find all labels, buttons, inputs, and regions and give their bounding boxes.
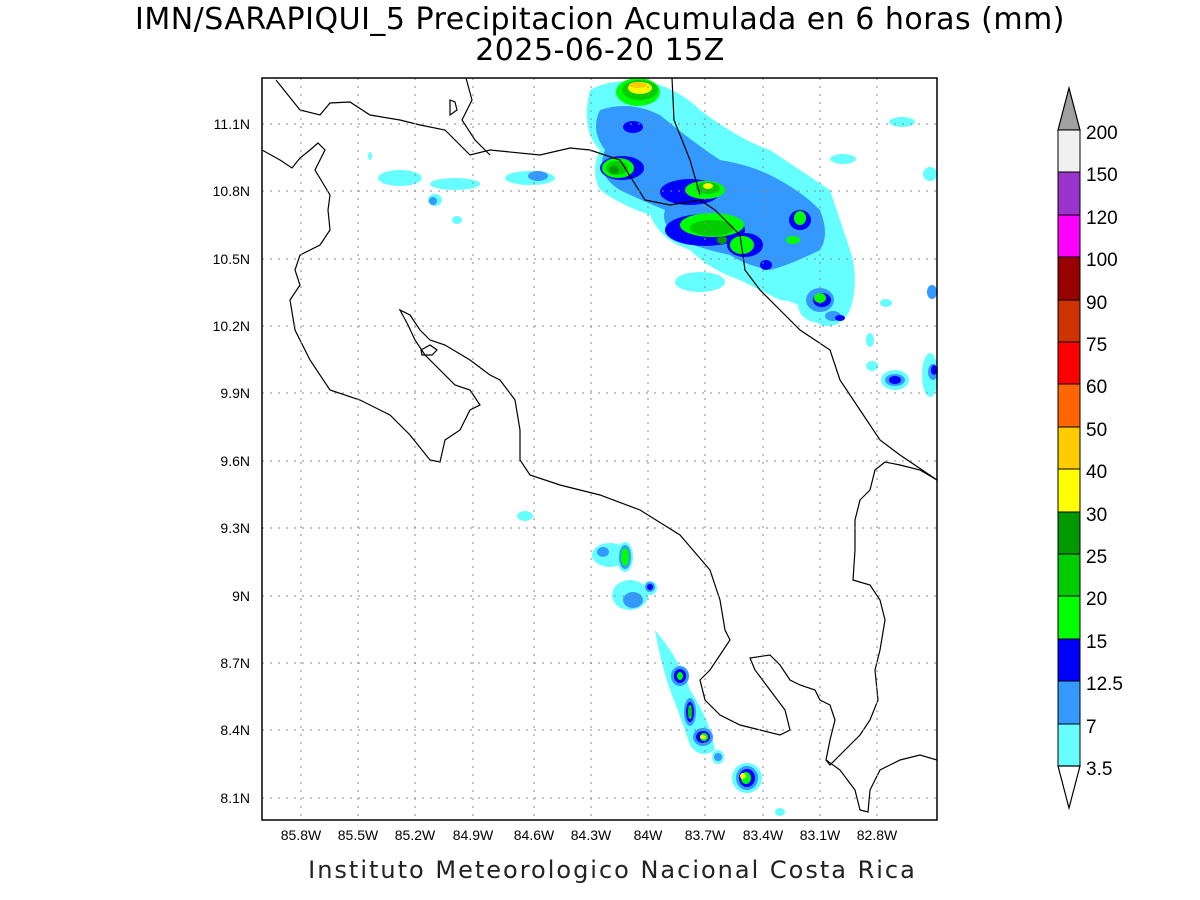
lon-tick-label: 84.3W bbox=[571, 827, 612, 843]
lat-tick-label: 9N bbox=[232, 588, 250, 604]
legend-label: 3.5 bbox=[1086, 759, 1112, 780]
legend-swatch bbox=[1057, 511, 1081, 555]
legend-label: 90 bbox=[1086, 293, 1107, 314]
legend-label: 12.5 bbox=[1086, 674, 1123, 695]
map-title: IMN/SARAPIQUI_5 Precipitacion Acumulada … bbox=[135, 2, 1065, 37]
legend-swatch bbox=[1057, 256, 1081, 301]
lat-tick-label: 9.6N bbox=[220, 453, 250, 469]
lat-tick-label: 8.1N bbox=[220, 790, 250, 806]
legend-label: 25 bbox=[1086, 547, 1107, 568]
legend-label: 30 bbox=[1086, 505, 1107, 526]
lat-tick-label: 10.5N bbox=[213, 251, 250, 267]
lat-tick-label: 9.9N bbox=[220, 385, 250, 401]
lat-tick-label: 11.1N bbox=[214, 116, 250, 132]
legend-label: 20 bbox=[1086, 589, 1107, 610]
legend-swatch bbox=[1057, 638, 1081, 682]
legend-swatch bbox=[1057, 383, 1081, 428]
legend-label: 7 bbox=[1086, 717, 1097, 738]
legend-swatch bbox=[1057, 299, 1081, 343]
legend-swatch bbox=[1057, 553, 1081, 597]
lon-tick-label: 83.4W bbox=[743, 827, 784, 843]
lon-tick-label: 84W bbox=[634, 827, 664, 843]
legend-swatch bbox=[1057, 680, 1081, 725]
lat-tick-label: 10.8N bbox=[213, 183, 250, 199]
legend-label: 150 bbox=[1086, 165, 1118, 186]
legend-label: 100 bbox=[1086, 250, 1118, 271]
footer-credit: Instituto Meteorologico Nacional Costa R… bbox=[308, 856, 917, 884]
lon-tick-label: 85.2W bbox=[395, 827, 436, 843]
legend-swatch bbox=[1057, 171, 1081, 216]
lat-tick-label: 8.7N bbox=[220, 655, 250, 671]
legend-swatch bbox=[1057, 468, 1081, 513]
legend-swatch bbox=[1057, 723, 1081, 767]
legend-swatch bbox=[1057, 214, 1081, 258]
lat-tick-label: 10.2N bbox=[213, 318, 250, 334]
lon-tick-label: 84.6W bbox=[514, 827, 555, 843]
legend-overflow-arrow bbox=[1057, 85, 1081, 131]
legend-label: 50 bbox=[1086, 420, 1107, 441]
longitude-axis: 85.8W 85.5W 85.2W 84.9W 84.6W 84.3W 84W … bbox=[281, 827, 898, 843]
coastline bbox=[262, 78, 937, 813]
legend-label: 200 bbox=[1086, 123, 1118, 144]
legend-label: 40 bbox=[1086, 462, 1107, 483]
map-frame bbox=[261, 77, 938, 821]
legend-swatch bbox=[1057, 426, 1081, 470]
legend-label: 60 bbox=[1086, 377, 1107, 398]
legend-swatch bbox=[1057, 129, 1081, 173]
rain-field bbox=[368, 78, 938, 816]
legend-label: 75 bbox=[1086, 335, 1107, 356]
legend-swatch bbox=[1057, 341, 1081, 385]
legend-swatch bbox=[1057, 595, 1081, 640]
latitude-axis: 11.1N 10.8N 10.5N 10.2N 9.9N 9.6N 9.3N 9… bbox=[213, 116, 250, 806]
color-bar-legend: 200 150 120 100 90 75 60 50 40 30 25 20 … bbox=[1057, 85, 1123, 811]
lon-tick-label: 84.9W bbox=[453, 827, 494, 843]
map-subtitle: 2025-06-20 15Z bbox=[475, 33, 725, 68]
lon-tick-label: 85.8W bbox=[281, 827, 322, 843]
lon-tick-label: 85.5W bbox=[338, 827, 379, 843]
lat-tick-label: 8.4N bbox=[220, 722, 250, 738]
lon-tick-label: 83.1W bbox=[800, 827, 841, 843]
lon-tick-label: 83.7W bbox=[685, 827, 726, 843]
legend-label: 120 bbox=[1086, 208, 1118, 229]
legend-label: 15 bbox=[1086, 632, 1107, 653]
lon-tick-label: 82.8W bbox=[857, 827, 898, 843]
lat-lon-grid bbox=[262, 78, 937, 820]
legend-underflow-arrow bbox=[1057, 765, 1081, 811]
lat-tick-label: 9.3N bbox=[220, 520, 250, 536]
